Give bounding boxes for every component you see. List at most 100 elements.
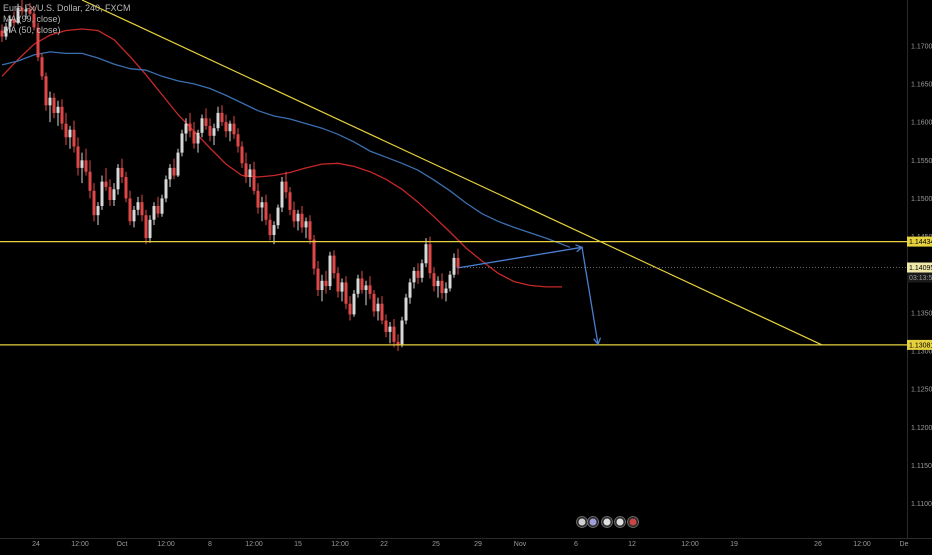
candle[interactable] [280, 177, 284, 213]
candle[interactable] [432, 267, 436, 292]
candle[interactable] [264, 194, 268, 226]
candle[interactable] [4, 22, 8, 40]
candle[interactable] [384, 314, 388, 338]
candle[interactable] [324, 270, 328, 294]
candle[interactable] [208, 118, 212, 142]
candle[interactable] [108, 179, 112, 206]
candle[interactable] [424, 238, 428, 268]
candle[interactable] [436, 276, 440, 298]
candle[interactable] [420, 259, 424, 283]
candle[interactable] [236, 128, 240, 153]
candle[interactable] [32, 6, 36, 31]
candle[interactable] [356, 274, 360, 298]
candle[interactable] [336, 267, 340, 298]
candle[interactable] [12, 11, 16, 27]
drawings-layer[interactable] [0, 0, 907, 346]
candle[interactable] [112, 183, 116, 206]
candle[interactable] [240, 141, 244, 168]
ma99-line[interactable] [1, 28, 562, 288]
candle[interactable] [0, 24, 4, 42]
candle[interactable] [340, 278, 344, 302]
candle[interactable] [456, 248, 460, 275]
candle[interactable] [284, 171, 288, 199]
candle[interactable] [412, 267, 416, 289]
candle[interactable] [296, 209, 300, 231]
candle[interactable] [372, 290, 376, 317]
candle[interactable] [48, 91, 52, 123]
candle[interactable] [416, 263, 420, 284]
candle[interactable] [228, 120, 232, 142]
candle[interactable] [300, 206, 304, 233]
candle[interactable] [160, 194, 164, 217]
event-flag-icon[interactable] [614, 516, 626, 528]
candle[interactable] [440, 273, 444, 300]
candle[interactable] [216, 106, 220, 132]
candle[interactable] [256, 183, 260, 214]
candle[interactable] [92, 183, 96, 222]
candle[interactable] [444, 282, 448, 302]
candle[interactable] [352, 290, 356, 317]
candle[interactable] [400, 316, 404, 348]
candle[interactable] [196, 129, 200, 153]
candle[interactable] [380, 296, 384, 325]
candle[interactable] [276, 204, 280, 229]
candle[interactable] [120, 158, 124, 184]
candle[interactable] [68, 125, 72, 149]
candle[interactable] [60, 99, 64, 130]
candle[interactable] [52, 93, 56, 119]
candle[interactable] [184, 118, 188, 142]
candle[interactable] [268, 213, 272, 241]
candle[interactable] [392, 319, 396, 348]
candle[interactable] [36, 22, 40, 61]
legend-ma50[interactable]: MA (50, close) [3, 25, 61, 35]
candle[interactable] [348, 296, 352, 321]
ma50-line[interactable] [1, 51, 571, 248]
candle[interactable] [64, 112, 68, 145]
candle[interactable] [396, 334, 400, 351]
candle[interactable] [360, 270, 364, 294]
candle[interactable] [144, 209, 148, 245]
candle[interactable] [96, 202, 100, 226]
economic-events[interactable] [576, 516, 639, 528]
candle[interactable] [180, 129, 184, 157]
candle[interactable] [292, 201, 296, 228]
candle[interactable] [328, 251, 332, 290]
candle[interactable] [84, 148, 88, 176]
candle[interactable] [260, 196, 264, 222]
candle[interactable] [212, 123, 216, 145]
candle[interactable] [232, 116, 236, 139]
candle[interactable] [128, 190, 132, 226]
legend-ma99[interactable]: MA (99, close) [3, 14, 61, 24]
candle[interactable] [140, 194, 144, 222]
candle[interactable] [252, 161, 256, 195]
candle[interactable] [332, 250, 336, 279]
legend-symbol[interactable]: Euro Fx/U.S. Dollar, 240, FXCM [3, 3, 131, 13]
candle[interactable] [56, 100, 60, 126]
candle[interactable] [388, 322, 392, 344]
candle[interactable] [176, 148, 180, 177]
candle[interactable] [152, 202, 156, 226]
event-flag-icon[interactable] [587, 516, 599, 528]
candle[interactable] [16, 3, 20, 25]
candle[interactable] [44, 72, 48, 111]
candle[interactable] [452, 253, 456, 278]
candle[interactable] [344, 276, 348, 310]
trendline[interactable] [81, 0, 823, 346]
candle[interactable] [408, 278, 412, 304]
candle[interactable] [404, 293, 408, 325]
candle[interactable] [116, 164, 120, 195]
candle[interactable] [428, 236, 432, 279]
candle[interactable] [172, 158, 176, 180]
candle[interactable] [320, 274, 324, 302]
candle[interactable] [220, 105, 224, 126]
candle[interactable] [24, 6, 28, 20]
candle[interactable] [100, 175, 104, 210]
candle[interactable] [104, 167, 108, 191]
candle[interactable] [200, 114, 204, 138]
candle[interactable] [132, 206, 136, 228]
time-axis[interactable]: 24 12:00 Oct 12:00 8 12:00 15 12:00 22 25 29 Nov 6 12… [32, 541, 908, 548]
candle[interactable] [308, 215, 312, 245]
candle[interactable] [192, 122, 196, 149]
candle[interactable] [168, 164, 172, 187]
